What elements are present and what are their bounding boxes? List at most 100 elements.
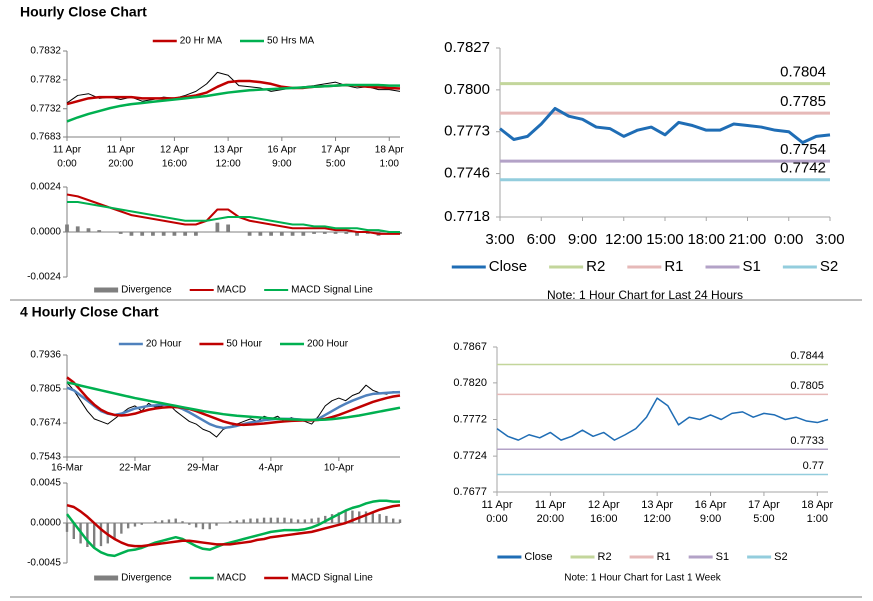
x-tick-label: 18:00: [687, 231, 725, 248]
divergence-bar: [385, 515, 388, 523]
divergence-bar: [151, 232, 155, 236]
series-line: [66, 381, 401, 422]
legend-label: MACD Signal Line: [291, 285, 373, 296]
y-tick-label: 0.7827: [444, 39, 490, 56]
divergence-bar: [364, 511, 368, 523]
x-tick-label: 16 Apr: [267, 145, 297, 156]
section-title: Hourly Close Chart: [20, 4, 147, 20]
x-tick-label: 3:00: [815, 231, 844, 248]
divergence-bar: [324, 515, 327, 523]
y-tick-label: 0.7732: [30, 103, 61, 114]
divergence-bar: [242, 519, 245, 523]
y-tick-label: 0.7805: [30, 384, 61, 395]
x-tick-label: 5:00: [326, 159, 346, 170]
divergence-bar: [262, 517, 266, 523]
y-tick-label: 0.7677: [453, 486, 487, 498]
series-line: [66, 503, 401, 548]
x-tick-label: 16:00: [590, 513, 618, 525]
y-tick-label: 0.7772: [453, 413, 487, 425]
divergence-bar: [194, 232, 198, 236]
x-tick-label: 9:00: [272, 159, 292, 170]
y-tick-label: 0.0024: [30, 182, 61, 193]
y-tick-label: 0.7820: [453, 377, 487, 389]
divergence-bar: [92, 523, 96, 548]
y-tick-label: 0.7543: [30, 452, 61, 463]
divergence-bar: [301, 232, 306, 236]
divergence-bar: [310, 518, 313, 523]
divergence-bar: [290, 232, 295, 236]
chart-note: Note: 1 Hour Chart for Last 24 Hours: [547, 288, 743, 302]
divergence-bar: [351, 510, 354, 523]
divergence-bar: [235, 520, 239, 523]
x-tick-label: 9:00: [568, 231, 597, 248]
divergence-bar: [129, 232, 134, 236]
divergence-bar: [222, 523, 225, 524]
level-label: 0.7804: [780, 63, 826, 80]
x-tick-label: 10-Apr: [324, 463, 355, 474]
x-tick-label: 11 Apr: [107, 145, 136, 156]
y-tick-label: 0.0000: [30, 518, 61, 529]
y-tick-label: 0.7782: [30, 74, 61, 85]
x-tick-label: 1:00: [807, 513, 828, 525]
divergence-bar: [140, 523, 143, 525]
x-tick-label: 11 Apr: [482, 499, 513, 511]
x-tick-label: 11 Apr: [535, 499, 566, 511]
divergence-bar: [236, 232, 241, 233]
divergence-bar: [99, 523, 103, 547]
y-tick-label: -0.0024: [27, 272, 61, 283]
level-label: 0.7742: [780, 160, 826, 177]
legend-label: 20 Hr MA: [180, 36, 223, 47]
divergence-bar: [108, 232, 112, 233]
x-tick-label: 16 Apr: [695, 499, 727, 511]
divergence-bar: [201, 523, 205, 530]
legend-label: Close: [489, 258, 527, 275]
y-tick-label: 0.7867: [453, 341, 487, 353]
divergence-bar: [161, 232, 166, 236]
divergence-bar: [72, 523, 75, 539]
divergence-bar: [204, 232, 209, 233]
divergence-bar: [133, 523, 137, 527]
legend-label: R2: [586, 258, 605, 275]
x-tick-label: 18 Apr: [801, 499, 833, 511]
x-tick-label: 13 Apr: [214, 145, 244, 156]
series-line: [66, 83, 400, 123]
level-label: 0.77: [803, 460, 824, 472]
divergence-bar: [296, 519, 300, 523]
divergence-bar: [228, 521, 232, 523]
series-line: [66, 499, 400, 558]
legend-label: 20 Hour: [146, 339, 182, 350]
divergence-bar: [344, 232, 349, 234]
level-label: 0.7785: [780, 93, 826, 110]
divergence-bar: [174, 518, 177, 523]
divergence-bar: [118, 232, 123, 234]
divergence-bar: [312, 232, 316, 234]
y-tick-label: 0.7800: [444, 81, 490, 98]
divergence-bar: [337, 512, 341, 523]
series-line: [499, 106, 831, 145]
divergence-bar: [279, 232, 284, 236]
divergence-bar: [392, 518, 395, 523]
y-tick-label: 0.7746: [444, 165, 490, 182]
series-line: [66, 376, 401, 427]
level-label: 0.7805: [790, 380, 824, 392]
x-tick-label: 12:00: [643, 513, 671, 525]
divergence-bar: [215, 523, 218, 526]
x-tick-label: 17 Apr: [748, 499, 780, 511]
x-tick-label: 20:00: [537, 513, 565, 525]
divergence-bar: [147, 523, 150, 524]
chart-note: Note: 1 Hour Chart for Last 1 Week: [564, 573, 722, 584]
divergence-bar: [378, 514, 381, 523]
divergence-bar: [398, 519, 402, 523]
legend-label: MACD: [217, 285, 246, 296]
x-tick-label: 12:00: [216, 159, 241, 170]
y-tick-label: 0.7674: [30, 418, 61, 429]
divergence-bar: [269, 232, 273, 236]
legend-label: S1: [743, 258, 761, 275]
legend-label: Divergence: [121, 573, 172, 584]
x-tick-label: 6:00: [527, 231, 556, 248]
x-tick-label: 9:00: [700, 513, 721, 525]
legend-label: 50 Hrs MA: [267, 36, 315, 47]
divergence-bar: [75, 226, 80, 232]
section-title: 4 Hourly Close Chart: [20, 304, 159, 320]
divergence-bar: [249, 518, 252, 523]
